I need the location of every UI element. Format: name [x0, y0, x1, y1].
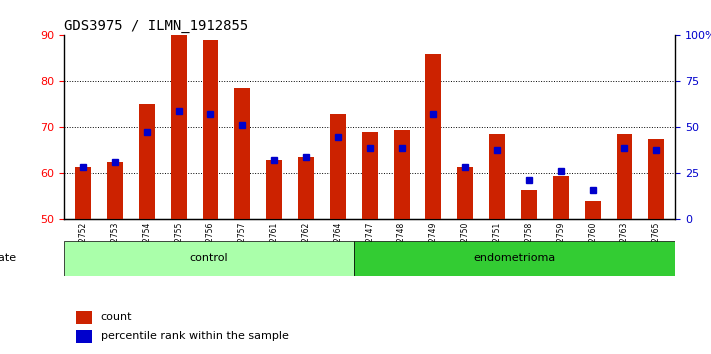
Bar: [75, 166, 91, 219]
Text: GSM572747: GSM572747: [365, 222, 374, 268]
Bar: [521, 189, 537, 219]
Bar: [394, 130, 410, 219]
Bar: [489, 134, 505, 219]
Text: GSM572748: GSM572748: [397, 222, 406, 268]
Text: GSM572756: GSM572756: [206, 222, 215, 268]
FancyBboxPatch shape: [64, 241, 353, 276]
Text: GSM572758: GSM572758: [525, 222, 533, 268]
Text: GSM572750: GSM572750: [461, 222, 470, 268]
Bar: [107, 162, 123, 219]
Bar: [362, 132, 378, 219]
Bar: [266, 160, 282, 219]
Text: count: count: [101, 312, 132, 322]
Text: GSM572751: GSM572751: [493, 222, 501, 268]
Text: disease state: disease state: [0, 253, 16, 263]
Bar: [425, 54, 442, 219]
Text: GSM572765: GSM572765: [652, 222, 661, 268]
Text: GSM572749: GSM572749: [429, 222, 438, 268]
Text: GSM572760: GSM572760: [588, 222, 597, 268]
Text: GSM572757: GSM572757: [238, 222, 247, 268]
Text: GSM572761: GSM572761: [269, 222, 279, 268]
Text: endometrioma: endometrioma: [474, 253, 556, 263]
Text: control: control: [190, 253, 228, 263]
Bar: [648, 139, 664, 219]
Bar: [76, 330, 92, 343]
Text: GSM572754: GSM572754: [142, 222, 151, 268]
Text: GSM572762: GSM572762: [301, 222, 311, 268]
Text: GSM572763: GSM572763: [620, 222, 629, 268]
Text: GSM572764: GSM572764: [333, 222, 343, 268]
Bar: [139, 104, 155, 219]
Bar: [171, 35, 186, 219]
Text: GSM572755: GSM572755: [174, 222, 183, 268]
Text: GSM572752: GSM572752: [79, 222, 87, 268]
Bar: [330, 114, 346, 219]
Bar: [457, 166, 474, 219]
Bar: [553, 176, 569, 219]
Bar: [616, 134, 633, 219]
Bar: [298, 157, 314, 219]
Bar: [584, 201, 601, 219]
Bar: [76, 311, 92, 324]
FancyBboxPatch shape: [353, 241, 675, 276]
Text: percentile rank within the sample: percentile rank within the sample: [101, 331, 289, 341]
Bar: [235, 88, 250, 219]
Bar: [203, 40, 218, 219]
Text: GSM572753: GSM572753: [110, 222, 119, 268]
Text: GSM572759: GSM572759: [556, 222, 565, 268]
Text: GDS3975 / ILMN_1912855: GDS3975 / ILMN_1912855: [64, 19, 248, 33]
